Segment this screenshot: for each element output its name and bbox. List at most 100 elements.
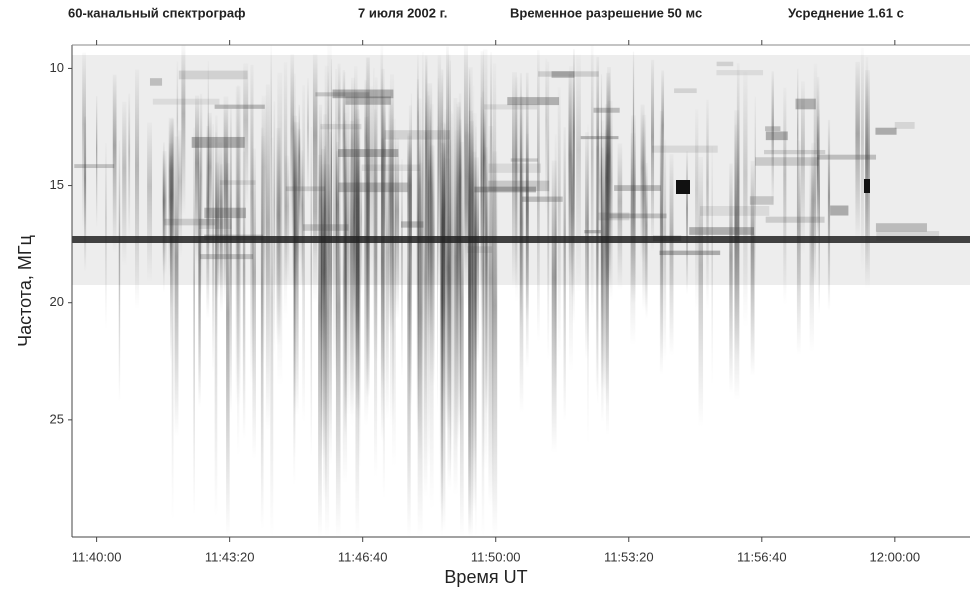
streak <box>585 132 589 360</box>
streak <box>437 126 439 414</box>
patch <box>659 250 721 256</box>
patch <box>716 70 764 76</box>
streak <box>181 45 186 217</box>
streak <box>323 114 327 503</box>
streak <box>686 151 689 295</box>
streak <box>441 69 443 201</box>
patch <box>580 136 619 140</box>
patch <box>875 223 927 232</box>
streak <box>261 135 266 365</box>
patch <box>795 98 816 110</box>
patch <box>593 107 620 113</box>
streak <box>417 54 419 211</box>
streak <box>265 84 270 431</box>
y-tick-label: 15 <box>50 177 64 192</box>
streak <box>342 70 345 230</box>
streak <box>389 74 395 427</box>
streak <box>472 113 477 467</box>
patch <box>876 231 940 241</box>
patch <box>152 98 220 105</box>
streak <box>860 47 864 272</box>
x-axis-label: Время UT <box>444 567 527 587</box>
streak <box>809 155 814 353</box>
patch <box>488 180 550 192</box>
streak <box>372 67 375 361</box>
streak <box>525 133 529 321</box>
patch <box>488 163 542 173</box>
streak <box>598 132 603 253</box>
streak <box>207 112 212 249</box>
streak <box>855 61 860 242</box>
streak <box>360 164 363 297</box>
streak <box>364 79 367 224</box>
patch <box>484 104 538 110</box>
streak <box>600 120 605 390</box>
streak <box>827 119 831 312</box>
patch <box>765 216 825 223</box>
streak <box>754 96 756 288</box>
streak <box>369 86 374 273</box>
streak <box>323 145 326 303</box>
streak <box>198 149 201 409</box>
patch <box>584 230 601 234</box>
patch <box>765 131 788 141</box>
streak <box>711 145 713 387</box>
streak <box>651 59 655 253</box>
streak <box>439 91 441 283</box>
streak <box>168 117 174 251</box>
streak <box>450 111 453 470</box>
streak <box>290 54 295 240</box>
streak <box>82 52 86 232</box>
streak <box>473 85 475 514</box>
streak <box>796 140 801 356</box>
patch <box>332 89 394 99</box>
streak <box>235 86 241 406</box>
streak <box>374 109 378 478</box>
streak <box>801 81 805 255</box>
streak <box>350 120 354 428</box>
streak <box>818 109 820 315</box>
patch <box>400 221 424 228</box>
streak <box>418 98 422 462</box>
streak <box>195 95 200 265</box>
streak <box>488 125 494 507</box>
streak <box>163 142 165 293</box>
streak <box>215 162 219 300</box>
streak <box>335 151 341 538</box>
patch <box>74 164 115 169</box>
streak <box>193 127 195 516</box>
streak <box>459 141 464 537</box>
patch <box>522 196 563 202</box>
streak <box>307 78 309 202</box>
streak <box>176 61 179 206</box>
streak <box>229 108 232 414</box>
streak <box>355 118 361 421</box>
streak <box>698 156 704 427</box>
streak <box>223 110 228 291</box>
x-tick-label: 11:40:00 <box>72 549 122 564</box>
streak <box>298 104 300 235</box>
streak <box>292 115 298 292</box>
streak <box>464 123 470 255</box>
streak <box>177 130 183 258</box>
streak <box>453 98 458 496</box>
streak <box>243 63 249 207</box>
streak <box>207 61 209 230</box>
patch <box>609 213 667 219</box>
streak <box>226 163 230 538</box>
streak <box>607 100 613 301</box>
streak <box>364 117 368 427</box>
streak <box>519 73 522 329</box>
streak <box>661 139 667 362</box>
patch <box>302 224 349 231</box>
x-tick-label: 11:56:40 <box>737 549 787 564</box>
streak <box>252 148 256 460</box>
streak <box>392 118 396 468</box>
patch <box>830 205 849 216</box>
patch <box>467 246 493 253</box>
streak <box>547 61 550 361</box>
spot <box>676 180 690 194</box>
streak <box>250 64 254 384</box>
streak <box>212 124 214 373</box>
